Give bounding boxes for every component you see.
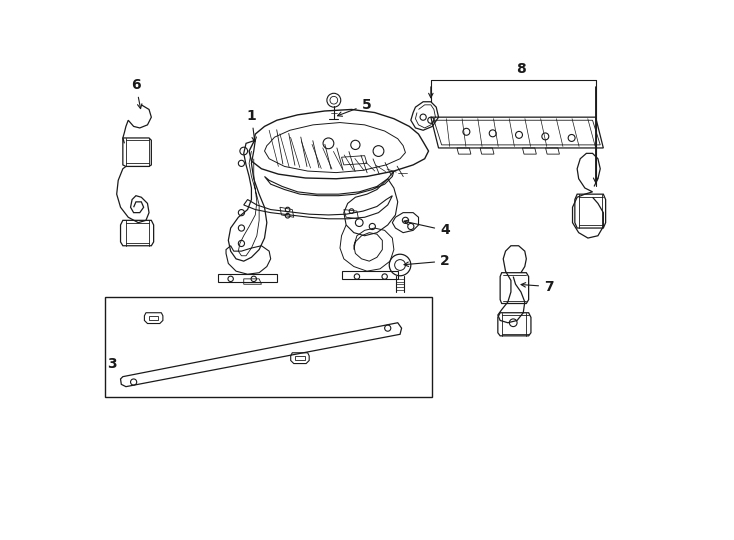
Text: 1: 1	[247, 109, 256, 141]
Text: 4: 4	[404, 220, 450, 238]
Text: 5: 5	[338, 98, 371, 116]
Text: 2: 2	[404, 254, 450, 268]
Text: 7: 7	[521, 280, 553, 294]
Text: 3: 3	[107, 356, 117, 370]
Text: 6: 6	[131, 78, 142, 109]
Text: 8: 8	[516, 62, 526, 76]
